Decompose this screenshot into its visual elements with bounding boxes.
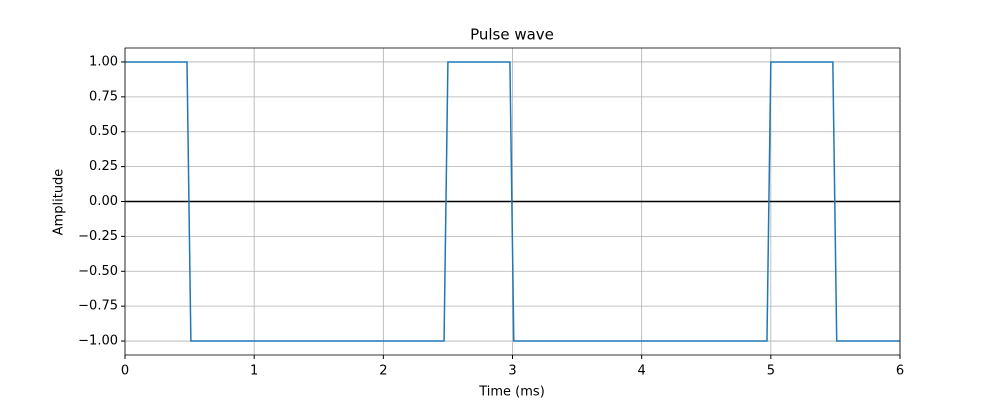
y-tick-label: −0.75 — [78, 299, 118, 314]
x-tick-label: 5 — [767, 364, 775, 379]
y-axis-label: Amplitude — [52, 169, 67, 236]
x-tick-label: 4 — [638, 364, 646, 379]
x-tick-label: 2 — [379, 364, 387, 379]
y-tick-label: 0.00 — [89, 194, 118, 209]
chart-title: Pulse wave — [470, 26, 554, 44]
y-tick-label: 1.00 — [89, 54, 118, 69]
data-line — [125, 61, 900, 342]
plot-frame — [124, 47, 901, 356]
y-tick-label: 0.75 — [89, 89, 118, 104]
x-tick-label: 1 — [250, 364, 258, 379]
x-tick-label: 6 — [896, 364, 904, 379]
x-axis-label: Time (ms) — [478, 385, 545, 400]
y-tick-label: −0.25 — [78, 229, 118, 244]
y-tick-label: −1.00 — [78, 334, 118, 349]
y-tick-label: 0.25 — [89, 159, 118, 174]
y-tick-label: 0.50 — [89, 124, 118, 139]
y-tick-label: −0.50 — [78, 264, 118, 279]
x-tick-label: 3 — [508, 364, 516, 379]
x-tick-label: 0 — [121, 364, 129, 379]
